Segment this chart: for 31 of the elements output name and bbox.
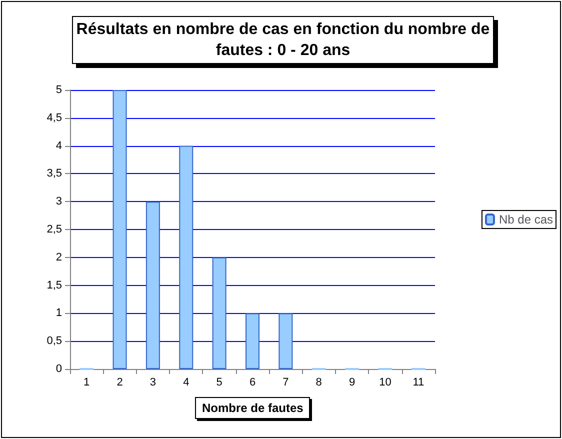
bar (179, 146, 194, 369)
y-tick-label: 5 (56, 84, 62, 96)
y-tick-label: 2,5 (46, 224, 62, 236)
y-tick-label: 0 (56, 363, 62, 375)
x-tick-label: 8 (316, 376, 322, 388)
x-tick-label: 9 (348, 376, 356, 388)
chart-title: Résultats en nombre de cas en fonction du nombre de fautes : 0 - 20 ans (72, 16, 494, 64)
legend-label: Nb de cas (498, 212, 553, 226)
x-tick-label: 7 (282, 376, 289, 388)
bar (212, 257, 226, 369)
x-tick-label: 6 (249, 376, 256, 388)
y-tick-label: 4 (56, 140, 62, 152)
x-axis-title: Nombre de fautes (195, 397, 310, 419)
y-tick-label: 4,5 (46, 112, 62, 124)
y-tick-label: 0,5 (46, 335, 62, 348)
x-tick-label: 3 (150, 376, 156, 388)
x-tick-label: 11 (412, 376, 424, 388)
bar (112, 90, 127, 369)
x-tick-label: 5 (216, 376, 222, 388)
bar (146, 202, 160, 369)
x-tick-label: 1 (84, 376, 90, 388)
x-tick-label: 2 (116, 376, 123, 388)
bar (278, 313, 293, 369)
y-tick-label: 3,5 (46, 168, 62, 180)
y-tick-label: 1,5 (46, 279, 62, 292)
bar (246, 313, 260, 369)
x-tick-label: 10 (379, 376, 392, 388)
x-tick-label: 4 (183, 376, 190, 388)
y-tick-label: 2 (56, 251, 62, 264)
y-tick-label: 1 (56, 307, 62, 320)
y-tick-label: 3 (56, 196, 62, 208)
